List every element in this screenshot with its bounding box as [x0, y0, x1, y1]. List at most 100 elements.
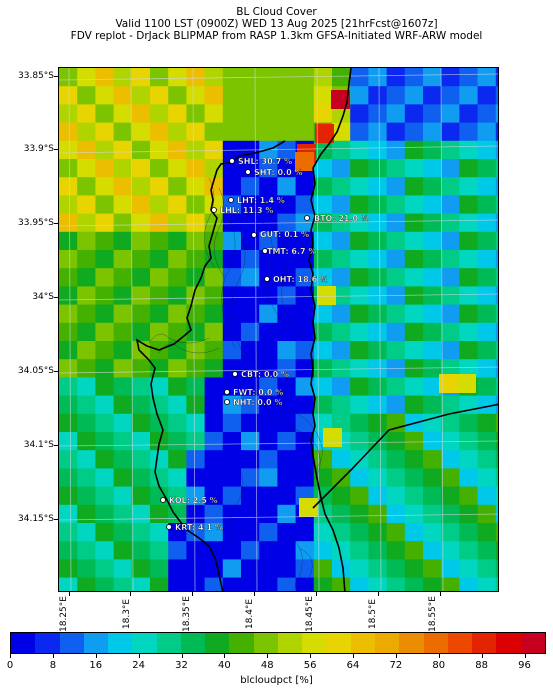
grid-cell — [186, 468, 206, 488]
grid-cell — [423, 104, 442, 124]
grid-cell — [350, 86, 369, 105]
station-marker[interactable] — [251, 232, 257, 238]
grid-cell — [441, 231, 460, 251]
grid-cell — [131, 559, 151, 579]
grid-cell — [259, 286, 278, 306]
map-plot-area[interactable]: SHL: 30.7 % SHT: 0.0 % LHT: 1.4 % LHL: 11.3… — [58, 67, 499, 592]
grid-cell — [332, 523, 351, 542]
grid-cell — [332, 504, 351, 524]
grid-cell — [131, 486, 151, 506]
lat-label-33-95: 33.95°S — [18, 218, 54, 228]
grid-cell — [295, 577, 315, 591]
station-marker[interactable] — [229, 158, 235, 164]
grid-cell — [222, 104, 242, 124]
grid-cell — [95, 541, 115, 560]
station-marker[interactable] — [166, 524, 172, 530]
station-marker[interactable] — [245, 169, 251, 175]
grid-cell — [404, 377, 424, 397]
grid-cell — [350, 377, 369, 397]
grid-cell — [477, 377, 497, 397]
grid-cell — [77, 140, 96, 160]
grid-cell — [295, 195, 315, 215]
grid-cell — [77, 195, 96, 215]
grid-cell — [150, 322, 169, 342]
grid-cell — [423, 68, 442, 87]
grid-cell — [204, 86, 224, 105]
station-marker[interactable] — [224, 399, 230, 405]
grid-cell — [259, 86, 278, 105]
station-markers: SHL: 30.7 % SHT: 0.0 % LHT: 1.4 %LHL: 11.3… — [160, 157, 369, 532]
grid-cell — [477, 177, 497, 196]
station-label: BTO: 21.0 % — [314, 214, 369, 223]
grid-cell — [277, 341, 297, 360]
grid-cell — [222, 432, 242, 451]
grid-cell — [204, 104, 224, 124]
grid-cell — [277, 359, 297, 378]
grid-cell — [295, 450, 315, 469]
grid-cell — [313, 250, 333, 269]
lat-tick — [54, 297, 58, 298]
grid-cell — [386, 213, 406, 233]
station-marker[interactable] — [232, 371, 238, 377]
grid-cell — [459, 304, 479, 324]
station-marker[interactable] — [224, 389, 230, 395]
grid-cell — [350, 577, 369, 591]
grid-cell — [150, 213, 169, 233]
grid-cell — [423, 559, 442, 579]
grid-cell — [131, 231, 151, 251]
grid-cell — [423, 140, 442, 160]
grid-cell — [131, 159, 151, 178]
grid-cell — [95, 286, 115, 306]
station-marker[interactable] — [160, 497, 166, 503]
grid-cell — [186, 177, 206, 196]
grid-cell — [459, 322, 479, 342]
grid-cell — [457, 374, 476, 393]
grid-cell — [259, 377, 278, 397]
grid-cell — [313, 541, 333, 560]
grid-cell — [477, 250, 497, 269]
station-marker[interactable] — [228, 197, 234, 203]
grid-cell — [259, 341, 278, 360]
grid-cell — [222, 213, 242, 233]
grid-cell — [495, 359, 498, 378]
station-marker[interactable] — [304, 215, 310, 221]
grid-cell — [77, 122, 96, 142]
grid-cell — [441, 541, 460, 560]
station-marker[interactable] — [262, 248, 268, 254]
grid-cell — [59, 486, 78, 506]
grid-cell — [423, 577, 442, 591]
grid-cell — [477, 104, 497, 124]
grid-cell — [441, 213, 460, 233]
colorbar-tick — [267, 654, 269, 658]
colorbar-segment — [496, 633, 521, 653]
grid-cell — [386, 159, 406, 178]
grid-cell — [313, 159, 333, 178]
grid-cell — [113, 250, 133, 269]
grid-cell — [386, 432, 406, 451]
grid-cell — [386, 504, 406, 524]
colorbar-segment — [326, 633, 351, 653]
grid-cell — [441, 395, 460, 415]
grid-cell — [404, 450, 424, 469]
colorbar-segment — [302, 633, 327, 653]
lon-label-18-4: 18.4°E — [245, 598, 256, 630]
grid-cell — [186, 432, 206, 451]
grid-cell — [150, 177, 169, 196]
grid-cell — [77, 231, 96, 251]
grid-cell — [495, 486, 498, 506]
grid-cell — [423, 377, 442, 397]
grid-cell — [368, 68, 388, 87]
grid-cell — [386, 268, 406, 287]
station-marker[interactable] — [211, 207, 217, 213]
grid-cell — [59, 450, 78, 469]
colorbar-tick — [481, 654, 483, 658]
station-marker[interactable] — [264, 276, 270, 282]
grid-cell — [386, 523, 406, 542]
model-description-line: FDV replot - DrJack BLIPMAP from RASP 1.… — [70, 30, 483, 42]
station-label: CBT: 0.0 % — [241, 370, 289, 379]
grid-cell — [404, 359, 424, 378]
grid-cell — [59, 377, 78, 397]
grid-cell — [259, 104, 278, 124]
colorbar-segment — [83, 633, 109, 653]
grid-cell — [168, 286, 187, 306]
